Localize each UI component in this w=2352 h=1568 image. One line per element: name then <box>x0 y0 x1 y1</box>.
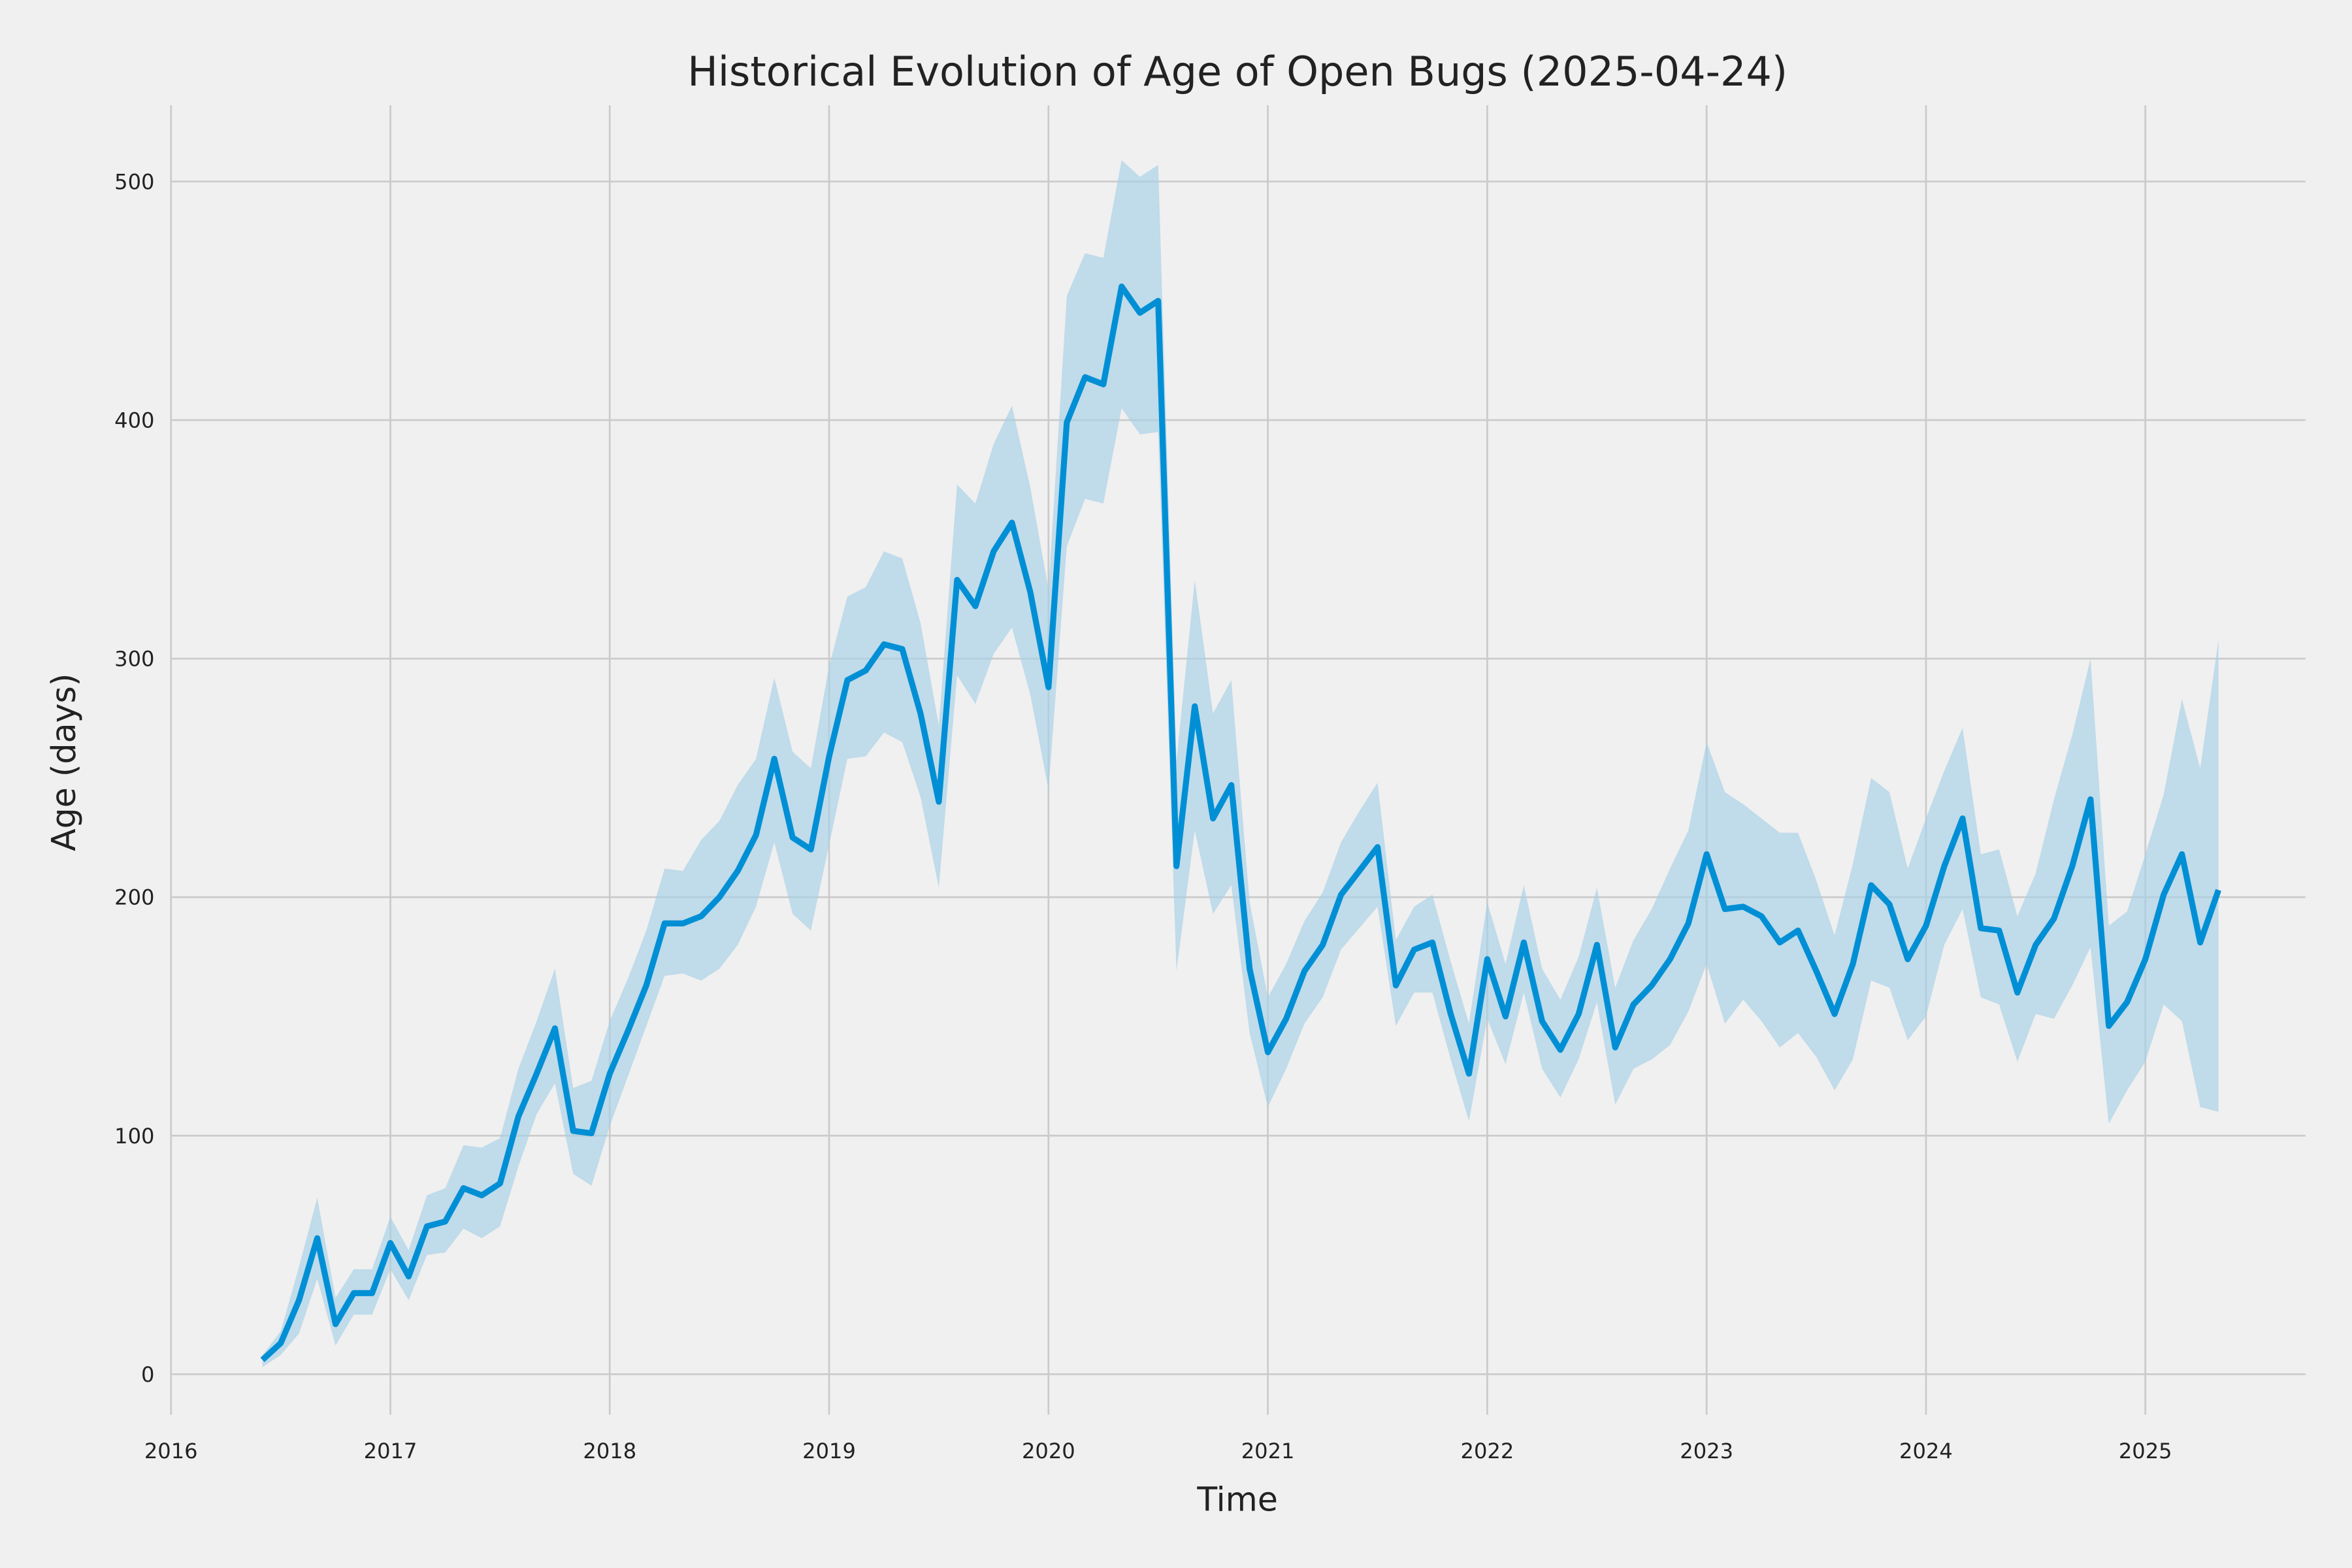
y-tick-label: 500 <box>114 169 154 194</box>
x-tick-label: 2021 <box>1241 1439 1295 1463</box>
y-axis-label: Age (days) <box>44 674 83 851</box>
y-tick-label: 200 <box>114 885 154 910</box>
y-tick-label: 0 <box>141 1362 154 1387</box>
x-tick-label: 2018 <box>583 1439 636 1463</box>
x-tick-labels: 2016 2017 2018 2019 2020 2021 2022 2023 2024 2025 <box>144 1439 2172 1463</box>
x-tick-label: 2020 <box>1022 1439 1075 1463</box>
chart-title: Historical Evolution of Age of Open Bugs… <box>687 48 1788 95</box>
series-line <box>260 283 2221 1362</box>
x-tick-label: 2016 <box>144 1439 198 1463</box>
x-tick-label: 2025 <box>2119 1439 2172 1463</box>
x-tick-label: 2019 <box>802 1439 856 1463</box>
y-tick-labels: 0 100 200 300 400 500 <box>114 169 154 1386</box>
x-tick-label: 2024 <box>1899 1439 1953 1463</box>
y-tick-label: 400 <box>114 408 154 433</box>
x-tick-label: 2023 <box>1680 1439 1733 1463</box>
x-tick-label: 2017 <box>364 1439 417 1463</box>
y-tick-label: 100 <box>114 1124 154 1149</box>
series-lines <box>260 283 2221 1362</box>
y-tick-label: 300 <box>114 647 154 672</box>
x-axis-label: Time <box>1196 1480 1278 1518</box>
grid <box>170 105 2306 1415</box>
x-tick-label: 2022 <box>1461 1439 1514 1463</box>
